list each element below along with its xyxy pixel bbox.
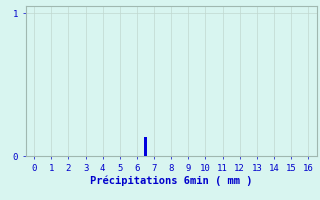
Bar — [144, 137, 147, 156]
X-axis label: Précipitations 6min ( mm ): Précipitations 6min ( mm ) — [90, 175, 252, 186]
